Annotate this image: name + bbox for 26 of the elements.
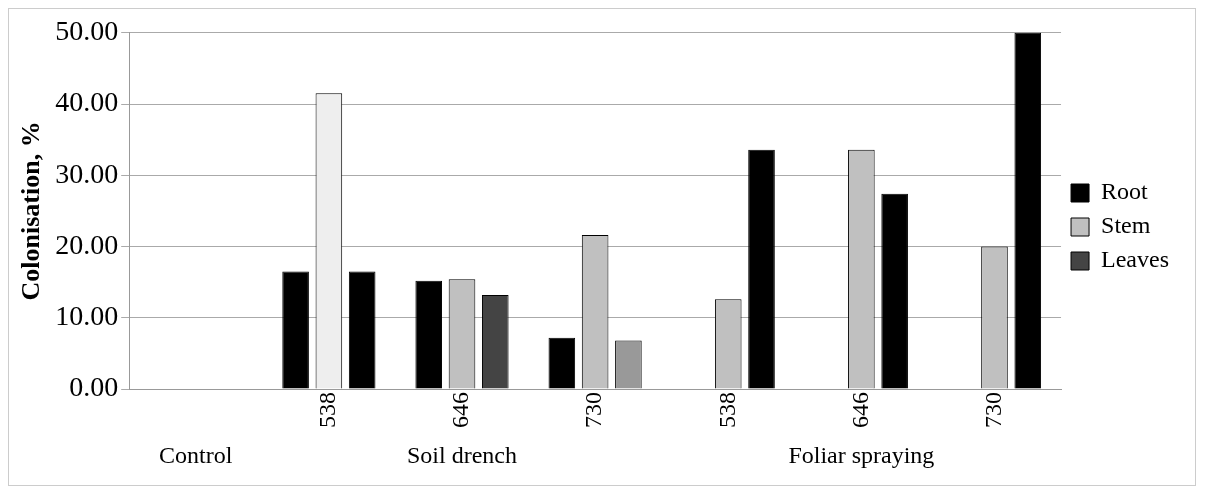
legend-label: Stem <box>1101 212 1151 239</box>
bar <box>548 337 576 389</box>
bar <box>1014 32 1042 389</box>
bar <box>748 149 775 389</box>
bar <box>282 271 309 389</box>
y-tick-label: 10.00 <box>55 300 119 332</box>
y-tick-label: 40.00 <box>55 86 119 118</box>
bar <box>348 271 376 389</box>
y-tick-label: 30.00 <box>55 157 119 189</box>
x-tick-label: 646 <box>846 392 873 428</box>
x-tick-label: 730 <box>979 392 1006 428</box>
y-axis-title: Colonisation, % <box>16 121 46 301</box>
text: Soil drench <box>407 442 517 469</box>
legend-label: Leaves <box>1101 246 1170 273</box>
text: Foliar spraying <box>788 442 935 469</box>
bar <box>415 280 443 389</box>
x-tick-label: 646 <box>447 392 474 428</box>
bar <box>881 193 908 389</box>
y-tick-label: 50.00 <box>55 15 119 47</box>
x-tick-label: 538 <box>314 392 341 428</box>
x-tick-label: 538 <box>713 392 740 428</box>
y-tick-label: 0.00 <box>69 371 119 403</box>
x-tick-label: 730 <box>580 392 607 428</box>
text: Control <box>159 442 233 469</box>
y-tick-label: 20.00 <box>55 228 119 260</box>
legend-label: Root <box>1101 178 1149 205</box>
